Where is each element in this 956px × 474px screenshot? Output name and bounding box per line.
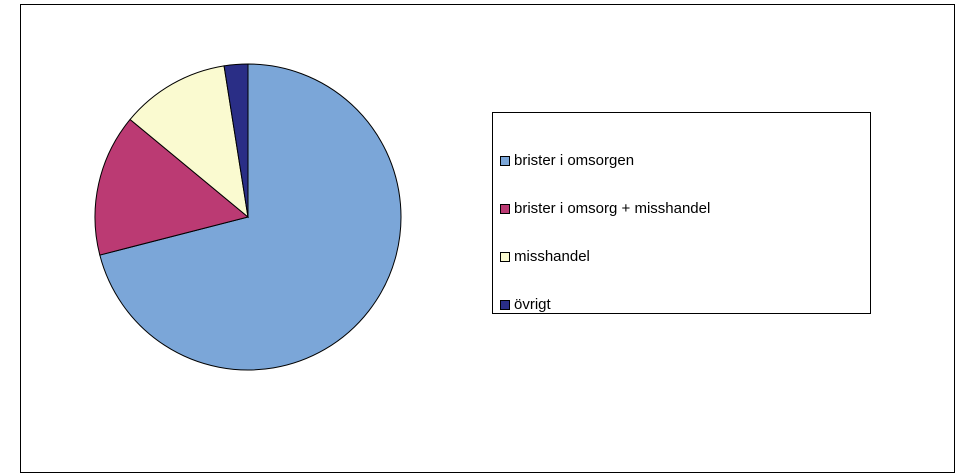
legend-swatch: [500, 300, 510, 310]
legend-label: övrigt: [514, 296, 552, 313]
legend-label: misshandel: [514, 248, 590, 265]
legend-label: brister i omsorgen: [514, 152, 634, 169]
pie-slice: [99, 63, 402, 371]
legend-swatch: [500, 156, 510, 166]
legend-swatch: [500, 252, 510, 262]
legend-box: [492, 112, 871, 314]
pie-slice: [129, 65, 249, 219]
pie-slice: [223, 63, 249, 218]
legend-label: brister i omsorg + misshandel: [514, 200, 710, 217]
pie-slice: [94, 118, 250, 256]
legend-swatch: [500, 204, 510, 214]
